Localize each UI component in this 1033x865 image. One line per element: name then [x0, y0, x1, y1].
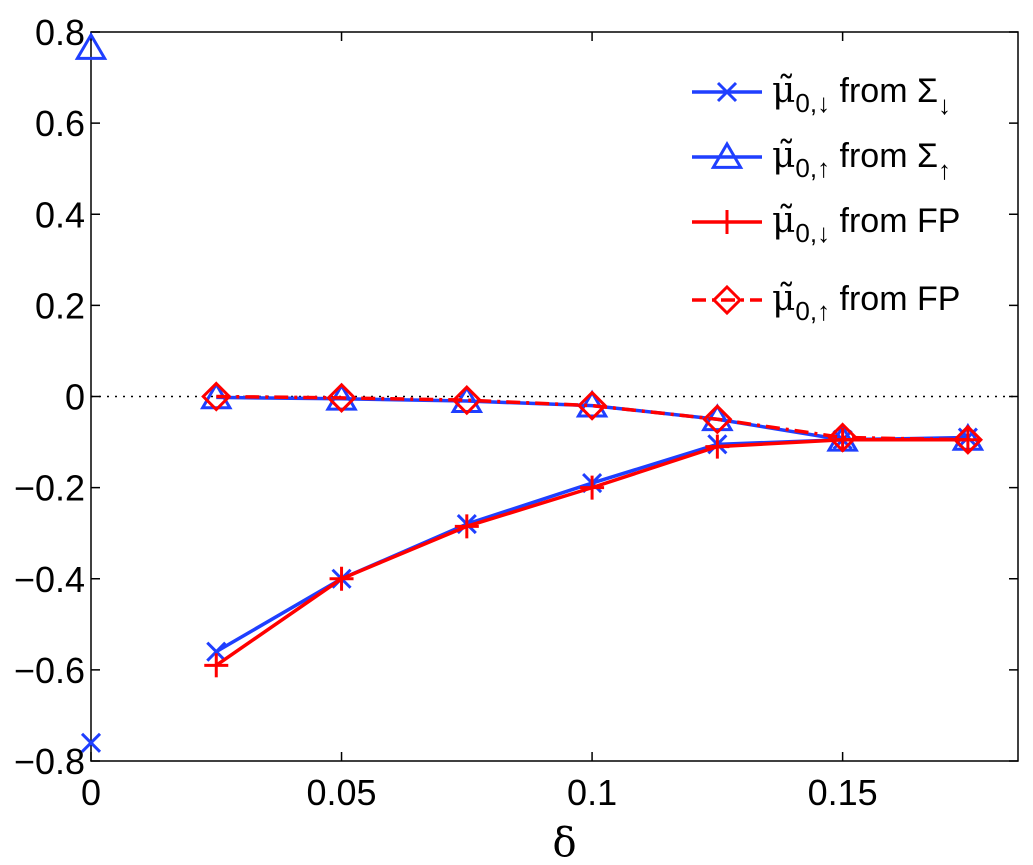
marker-plus	[454, 514, 479, 539]
series-1	[80, 427, 978, 753]
x-tick-label: 0	[81, 772, 101, 813]
legend-entry-2: μ̃0,↑ from Σ↑	[692, 135, 951, 185]
marker-x	[80, 732, 102, 753]
legend-label: μ̃0,↓ from Σ↓	[772, 70, 951, 120]
marker-diamond	[711, 284, 743, 316]
marker-diamond	[702, 404, 733, 435]
series-4	[201, 381, 984, 455]
marker-x	[716, 81, 738, 103]
marker-plus	[204, 653, 229, 678]
marker-plus	[705, 434, 730, 459]
y-tick-label: −0.6	[14, 650, 85, 691]
marker-diamond	[827, 422, 858, 453]
marker-diamond	[201, 381, 232, 412]
legend-label: μ̃0,↓ from FP	[772, 200, 960, 248]
y-tick-label: −0.4	[14, 559, 85, 600]
x-tick-label: 0.05	[307, 772, 377, 813]
marker-triangle	[74, 31, 108, 60]
marker-plus	[329, 566, 354, 591]
marker-diamond	[952, 424, 984, 455]
marker-plus	[715, 210, 739, 234]
axes: −0.8 −0.6 −0.4 −0.2 0 0.2 0.4 0.6 0.8 0 0.05 0.1 0.1…	[14, 12, 1019, 865]
legend-entry-3: μ̃0,↓ from FP	[692, 200, 960, 248]
y-tick-label: 0.2	[35, 285, 85, 326]
legend: μ̃0,↓ from Σ↓ μ̃0,↑ from Σ↑ μ̃0,↓ from FP μ…	[692, 70, 960, 326]
series-line	[215, 438, 968, 667]
plot-area	[74, 31, 1018, 753]
marker-x	[206, 641, 227, 662]
x-tick-label: 0.1	[567, 772, 617, 813]
marker-diamond	[576, 390, 608, 421]
x-axis-label: δ	[552, 820, 576, 865]
y-tick-label: 0.4	[35, 194, 85, 235]
marker-diamond	[451, 385, 482, 416]
marker-triangle	[710, 141, 744, 169]
x-tick-label: 0.15	[808, 772, 878, 813]
marker-plus	[830, 427, 855, 452]
legend-entry-1: μ̃0,↓ from Σ↓	[692, 70, 951, 120]
y-tick-label: 0.8	[35, 12, 85, 53]
legend-label: μ̃0,↑ from Σ↑	[772, 135, 951, 185]
marker-plus	[580, 475, 605, 500]
y-tick-label: 0	[65, 377, 85, 418]
legend-entry-4: μ̃0,↑ from FP	[692, 278, 960, 326]
series-line	[216, 394, 968, 442]
y-tick-label: −0.8	[14, 741, 85, 782]
marker-diamond	[326, 382, 357, 413]
y-tick-label: −0.2	[14, 468, 85, 509]
series-3	[204, 427, 980, 678]
series-line	[215, 435, 968, 654]
y-tick-label: 0.6	[35, 103, 85, 144]
legend-label: μ̃0,↑ from FP	[772, 278, 960, 326]
